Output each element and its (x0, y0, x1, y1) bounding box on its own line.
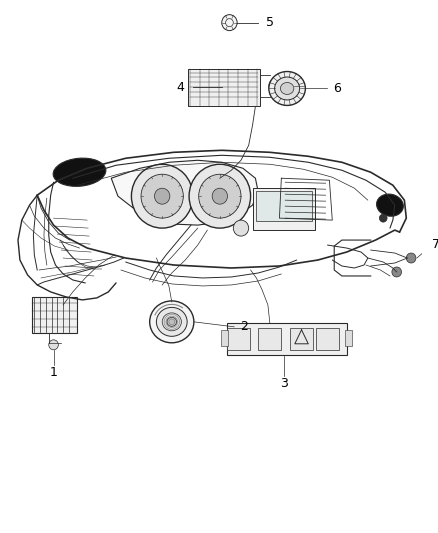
Bar (226, 323, 347, 355)
Circle shape (406, 253, 416, 263)
Text: 4: 4 (177, 81, 184, 94)
Circle shape (222, 15, 237, 30)
Circle shape (379, 214, 387, 222)
Bar (256, 191, 312, 221)
Circle shape (141, 174, 184, 218)
Circle shape (199, 174, 241, 218)
Ellipse shape (275, 77, 300, 100)
Circle shape (392, 267, 402, 277)
Bar (345, 330, 353, 346)
Text: 1: 1 (49, 366, 57, 379)
Bar (258, 328, 281, 350)
Bar (221, 330, 229, 346)
Circle shape (233, 220, 249, 236)
Ellipse shape (377, 194, 403, 216)
Ellipse shape (53, 158, 106, 187)
Bar (32, 297, 77, 333)
Text: 6: 6 (333, 82, 341, 95)
Bar (188, 69, 260, 107)
Circle shape (49, 340, 58, 350)
Bar (316, 328, 339, 350)
Ellipse shape (294, 83, 304, 90)
Bar (290, 328, 313, 350)
Circle shape (131, 164, 193, 228)
Text: 3: 3 (280, 377, 288, 390)
Ellipse shape (269, 71, 305, 106)
Bar (253, 188, 315, 230)
Circle shape (155, 188, 170, 204)
Ellipse shape (280, 83, 294, 94)
Ellipse shape (156, 308, 187, 336)
Text: 5: 5 (266, 16, 274, 29)
Text: 7: 7 (432, 238, 438, 251)
Circle shape (189, 164, 251, 228)
Ellipse shape (167, 317, 177, 326)
Circle shape (212, 188, 227, 204)
Ellipse shape (150, 301, 194, 343)
Ellipse shape (162, 313, 181, 331)
Bar (226, 328, 250, 350)
Text: 2: 2 (240, 320, 248, 333)
Polygon shape (111, 160, 258, 225)
Ellipse shape (274, 79, 291, 93)
Ellipse shape (269, 76, 296, 98)
